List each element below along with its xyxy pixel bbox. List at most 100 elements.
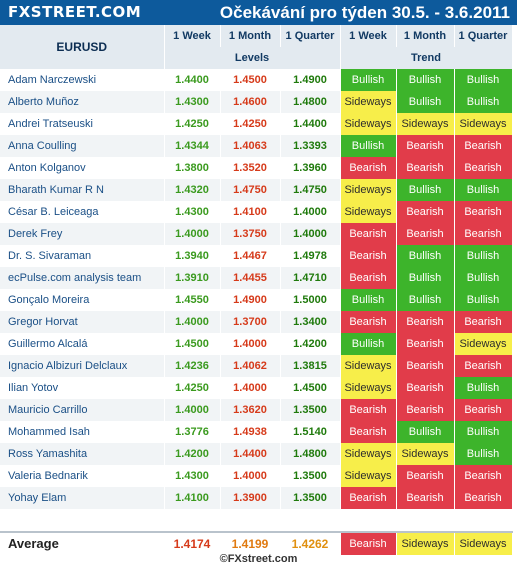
trend-quarter: Bullish — [454, 289, 513, 311]
table-row: Mauricio Carrillo 1.4000 1.3620 1.3500 Beari… — [0, 399, 513, 421]
table-row: Ignacio Albizuri Delclaux 1.4236 1.4062 1.3… — [0, 355, 513, 377]
level-quarter: 1.3400 — [280, 311, 341, 333]
trend-week-header: 1 Week — [340, 25, 397, 47]
trend-quarter: Bullish — [454, 245, 513, 267]
level-month: 1.3900 — [220, 487, 281, 509]
level-week: 1.4000 — [164, 311, 221, 333]
average-trend-quarter: Sideways — [454, 531, 513, 555]
table-row: Gonçalo Moreira 1.4550 1.4900 1.5000 Bullish… — [0, 289, 513, 311]
level-quarter: 1.4000 — [280, 223, 341, 245]
trend-month: Bearish — [396, 157, 455, 179]
level-month: 1.4062 — [220, 355, 281, 377]
level-quarter: 1.3500 — [280, 399, 341, 421]
trend-quarter: Bearish — [454, 157, 513, 179]
forecast-table: EURUSD 1 Week 1 Month 1 Quarter 1 Week 1… — [0, 25, 513, 555]
analyst-name: Mauricio Carrillo — [0, 399, 165, 421]
levels-week-header: 1 Week — [164, 25, 221, 47]
table-row: Adam Narczewski 1.4400 1.4500 1.4900 Bullish… — [0, 69, 513, 91]
trend-month: Sideways — [396, 113, 455, 135]
level-quarter: 1.4200 — [280, 333, 341, 355]
trend-quarter: Bearish — [454, 311, 513, 333]
trend-month: Bullish — [396, 289, 455, 311]
level-week: 1.4200 — [164, 443, 221, 465]
level-quarter: 1.3815 — [280, 355, 341, 377]
trend-month: Bearish — [396, 399, 455, 421]
analyst-name: Yohay Elam — [0, 487, 165, 509]
trend-quarter: Sideways — [454, 113, 513, 135]
level-quarter: 1.3393 — [280, 135, 341, 157]
table-row: Yohay Elam 1.4100 1.3900 1.3500 Bearish Beari… — [0, 487, 513, 509]
analyst-name: Valeria Bednarik — [0, 465, 165, 487]
level-week: 1.4400 — [164, 69, 221, 91]
level-week: 1.4300 — [164, 201, 221, 223]
average-row: Average 1.4174 1.4199 1.4262 Bearish Sid… — [0, 531, 513, 555]
level-month: 1.4063 — [220, 135, 281, 157]
level-month: 1.3520 — [220, 157, 281, 179]
level-quarter: 1.4750 — [280, 179, 341, 201]
trend-month: Bearish — [396, 487, 455, 509]
trend-week: Bullish — [340, 135, 397, 157]
level-quarter: 1.4800 — [280, 443, 341, 465]
average-month: 1.4199 — [220, 531, 281, 555]
table-row: Mohammed Isah 1.3776 1.4938 1.5140 Bearish Bu… — [0, 421, 513, 443]
trend-week: Sideways — [340, 355, 397, 377]
level-week: 1.4344 — [164, 135, 221, 157]
trend-month: Bearish — [396, 201, 455, 223]
level-quarter: 1.4000 — [280, 201, 341, 223]
trend-month: Bearish — [396, 377, 455, 399]
trend-quarter: Bearish — [454, 465, 513, 487]
analyst-name: Andrei Tratseuski — [0, 113, 165, 135]
trend-month: Bullish — [396, 421, 455, 443]
table-row: Dr. S. Sivaraman 1.3940 1.4467 1.4978 Bearis… — [0, 245, 513, 267]
trend-week: Bearish — [340, 421, 397, 443]
trend-quarter: Sideways — [454, 333, 513, 355]
table-row: Valeria Bednarik 1.4300 1.4000 1.3500 Sidewa… — [0, 465, 513, 487]
average-trend-month: Sideways — [396, 531, 455, 555]
level-month: 1.3750 — [220, 223, 281, 245]
trend-month: Bullish — [396, 69, 455, 91]
level-quarter: 1.3500 — [280, 487, 341, 509]
table-row: Ilian Yotov 1.4250 1.4000 1.4500 Sideways Bea… — [0, 377, 513, 399]
trend-week: Sideways — [340, 113, 397, 135]
level-quarter: 1.4500 — [280, 377, 341, 399]
average-week: 1.4174 — [164, 531, 221, 555]
analyst-name: Ilian Yotov — [0, 377, 165, 399]
header-band: FXSTREET.COM Očekávání pro týden 30.5. -… — [0, 0, 517, 25]
trend-quarter: Bullish — [454, 267, 513, 289]
level-week: 1.4250 — [164, 377, 221, 399]
trend-month-header: 1 Month — [396, 25, 455, 47]
level-month: 1.4000 — [220, 377, 281, 399]
trend-week: Bearish — [340, 311, 397, 333]
level-month: 1.3700 — [220, 311, 281, 333]
trend-week: Bearish — [340, 487, 397, 509]
table-row: Alberto Muñoz 1.4300 1.4600 1.4800 Sideways B… — [0, 91, 513, 113]
trend-month: Bearish — [396, 355, 455, 377]
average-trend-week: Bearish — [340, 531, 397, 555]
trend-week: Sideways — [340, 443, 397, 465]
analyst-name: Dr. S. Sivaraman — [0, 245, 165, 267]
level-week: 1.4000 — [164, 399, 221, 421]
table-row: Guillermo Alcalá 1.4500 1.4000 1.4200 Bullis… — [0, 333, 513, 355]
level-quarter: 1.4400 — [280, 113, 341, 135]
trend-week: Bullish — [340, 289, 397, 311]
trend-week: Sideways — [340, 91, 397, 113]
level-quarter: 1.3500 — [280, 465, 341, 487]
trend-quarter: Bearish — [454, 399, 513, 421]
trend-quarter: Bullish — [454, 421, 513, 443]
level-week: 1.4320 — [164, 179, 221, 201]
level-month: 1.4250 — [220, 113, 281, 135]
table-row: ecPulse.com analysis team 1.3910 1.4455 1.4… — [0, 267, 513, 289]
table-body: Adam Narczewski 1.4400 1.4500 1.4900 Bullish… — [0, 69, 513, 509]
level-week: 1.4550 — [164, 289, 221, 311]
level-week: 1.4300 — [164, 91, 221, 113]
analyst-name: Adam Narczewski — [0, 69, 165, 91]
trend-month: Bearish — [396, 223, 455, 245]
fxstreet-logo: FXSTREET.COM — [8, 3, 142, 21]
trend-week: Sideways — [340, 201, 397, 223]
level-month: 1.4467 — [220, 245, 281, 267]
trend-quarter: Bearish — [454, 487, 513, 509]
trend-week: Sideways — [340, 465, 397, 487]
level-month: 1.4100 — [220, 201, 281, 223]
analyst-name: ecPulse.com analysis team — [0, 267, 165, 289]
trend-month: Bearish — [396, 311, 455, 333]
